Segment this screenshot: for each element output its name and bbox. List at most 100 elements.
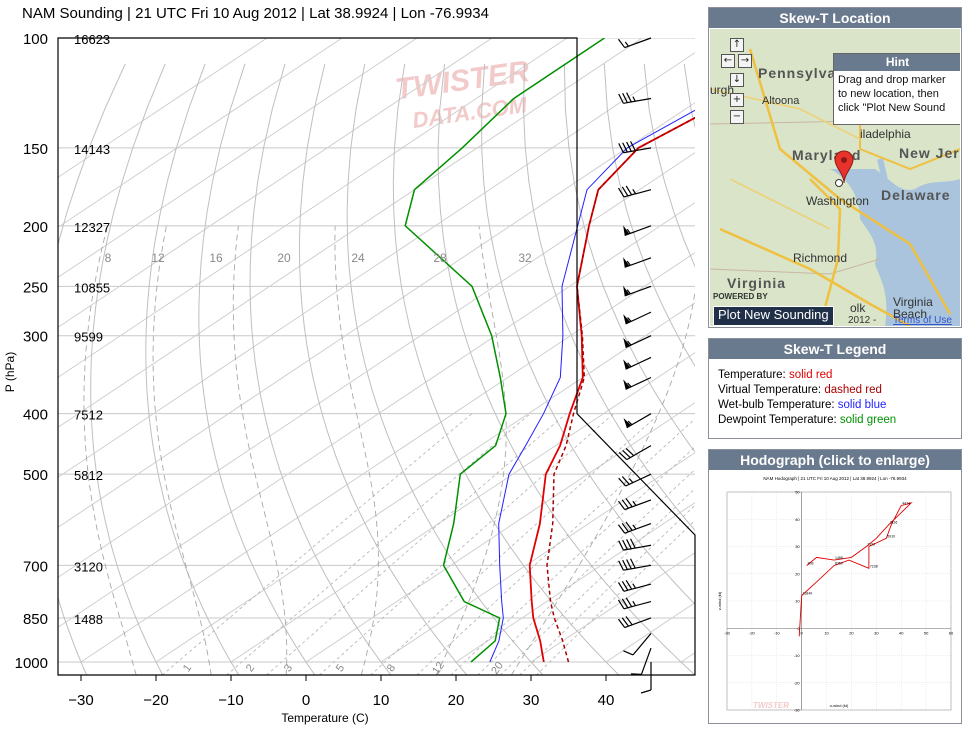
wind-barb bbox=[623, 633, 652, 656]
plot-new-sounding-button[interactable]: Plot New Sounding bbox=[713, 306, 834, 326]
isotherm bbox=[680, 652, 695, 663]
wind-barb-tick bbox=[630, 673, 642, 676]
wind-barb-tick bbox=[625, 597, 633, 608]
pressure-tick-label: 200 bbox=[23, 219, 48, 236]
mixing-ratio-label: 8 bbox=[385, 662, 398, 674]
wind-barb-shaft bbox=[624, 37, 652, 49]
wind-barb-tick bbox=[617, 187, 625, 198]
pan-down-button[interactable]: ↓ bbox=[730, 73, 744, 87]
wind-barb bbox=[617, 616, 652, 629]
wind-barb-half-tick bbox=[632, 500, 637, 506]
pressure-tick-label: 100 bbox=[23, 31, 48, 48]
wind-barb-tick bbox=[623, 650, 634, 656]
washington-city-dot bbox=[835, 179, 843, 187]
terms-of-use-link[interactable]: Terms of Use bbox=[893, 315, 952, 326]
wind-barb bbox=[623, 285, 652, 297]
height-label: 12327 bbox=[74, 220, 110, 235]
location-marker-icon[interactable] bbox=[834, 150, 854, 184]
height-label: 7512 bbox=[74, 408, 103, 423]
legend-label: Temperature: bbox=[718, 369, 786, 381]
mixing-ratio-label: 20 bbox=[489, 660, 506, 677]
hodograph-thumbnail[interactable]: NAM Hodograph | 21 UTC Fri 10 Aug 2012 |… bbox=[713, 472, 957, 720]
wind-barb bbox=[617, 498, 652, 511]
wind-barb-shaft bbox=[623, 583, 652, 592]
location-map[interactable]: Pennsylva Altoona urgh Maryland iladelph… bbox=[710, 29, 960, 326]
wind-barb-tick bbox=[622, 142, 628, 153]
pan-left-button[interactable]: ← bbox=[721, 54, 735, 68]
wind-barb bbox=[618, 558, 652, 571]
moist-adiabat bbox=[334, 225, 379, 675]
mixing-ratio-label: 12 bbox=[151, 251, 165, 265]
hodograph-height-label: 803 bbox=[808, 562, 814, 566]
mixing-ratio-line bbox=[477, 468, 695, 675]
skewt-chart: NAM Sounding | 21 UTC Fri 10 Aug 2012 | … bbox=[3, 5, 696, 725]
dry-adiabat bbox=[683, 63, 695, 129]
moist-adiabat bbox=[510, 288, 695, 675]
wind-barb-tick bbox=[621, 617, 629, 627]
hodograph-height-label: 11849 bbox=[803, 592, 813, 596]
wind-barb bbox=[618, 141, 652, 154]
wind-barb bbox=[623, 413, 652, 429]
wind-barb-shaft bbox=[624, 285, 652, 297]
map-copyright: 2012 - bbox=[848, 315, 877, 326]
legend-row-wetbulb: Wet-bulb Temperature: solid blue bbox=[709, 398, 961, 413]
hodograph-height-label: 2190 bbox=[867, 543, 875, 547]
wind-barb-tick bbox=[622, 93, 628, 103]
isotherm bbox=[58, 38, 268, 178]
height-label: 16623 bbox=[74, 32, 110, 47]
hodograph-height-label: 1488 bbox=[835, 556, 843, 560]
pan-right-button[interactable]: → bbox=[738, 54, 752, 68]
hodograph-height-label: 8350 bbox=[835, 562, 843, 566]
wind-barb-tick bbox=[618, 143, 624, 154]
wind-barb-tick bbox=[630, 558, 636, 569]
mixing-ratio-line bbox=[161, 413, 473, 675]
moist-adiabat bbox=[232, 225, 288, 675]
wind-barb-half-tick bbox=[632, 96, 636, 102]
hodograph-caption: NAM Hodograph | 21 UTC Fri 10 Aug 2012 |… bbox=[763, 476, 907, 481]
pressure-tick-label: 500 bbox=[23, 467, 48, 484]
isotherm bbox=[455, 502, 695, 663]
map-label-virginia-beach-1: Virginia bbox=[893, 295, 933, 309]
hodograph-y-tick: 40 bbox=[795, 517, 800, 522]
map-label-altoona: Altoona bbox=[762, 95, 800, 107]
skewt-legend-panel: Skew-T Legend Temperature: solid red Vir… bbox=[708, 338, 962, 439]
mixing-ratio-label: 2 bbox=[244, 662, 257, 674]
pressure-tick-label: 700 bbox=[23, 558, 48, 575]
hodograph-panel-title[interactable]: Hodograph (click to enlarge) bbox=[709, 450, 961, 470]
moist-adiabat bbox=[152, 225, 212, 675]
wind-barb-tick bbox=[618, 93, 624, 104]
dry-adiabat bbox=[603, 63, 695, 367]
wind-barb bbox=[640, 662, 652, 694]
zoom-in-button[interactable]: + bbox=[730, 93, 744, 107]
mixing-ratio-line bbox=[370, 413, 660, 675]
hodograph-y-tick: 30 bbox=[795, 544, 800, 549]
map-label-virginia-beach-2: Beach bbox=[893, 307, 928, 321]
wind-barb-tick bbox=[621, 499, 629, 509]
chart-title: NAM Sounding | 21 UTC Fri 10 Aug 2012 | … bbox=[22, 5, 489, 22]
wind-barb bbox=[623, 356, 652, 370]
zoom-out-button[interactable]: − bbox=[730, 110, 744, 124]
hodograph-x-tick: 0 bbox=[801, 630, 804, 635]
hodograph-panel[interactable]: Hodograph (click to enlarge) NAM Hodogra… bbox=[708, 449, 962, 724]
wind-barb-tick bbox=[626, 92, 632, 103]
wind-barb bbox=[618, 445, 652, 461]
series-line-virtual-temperature bbox=[546, 116, 695, 663]
hodograph-height-label: 5910 bbox=[887, 534, 895, 538]
mixing-ratio-label: 28 bbox=[433, 251, 447, 265]
map-label-delaware: Delaware bbox=[881, 187, 951, 203]
wind-barb-tick bbox=[622, 539, 628, 550]
wind-barb-tick bbox=[617, 500, 626, 510]
location-panel-title: Skew-T Location bbox=[709, 8, 961, 28]
isotherm bbox=[530, 552, 695, 663]
height-label: 1488 bbox=[74, 612, 103, 627]
x-tick-label: 30 bbox=[523, 692, 540, 709]
legend-panel-title: Skew-T Legend bbox=[709, 339, 961, 359]
mixing-ratio-label: 5 bbox=[334, 662, 347, 674]
wind-barb-half-tick bbox=[627, 382, 632, 388]
mixing-ratio-line bbox=[499, 488, 695, 675]
wind-barb-half-tick bbox=[632, 600, 637, 606]
pan-up-button[interactable]: ↑ bbox=[730, 38, 744, 52]
wind-barb-tick bbox=[625, 185, 633, 196]
series-line-wet-bulb-temperature bbox=[489, 109, 695, 663]
